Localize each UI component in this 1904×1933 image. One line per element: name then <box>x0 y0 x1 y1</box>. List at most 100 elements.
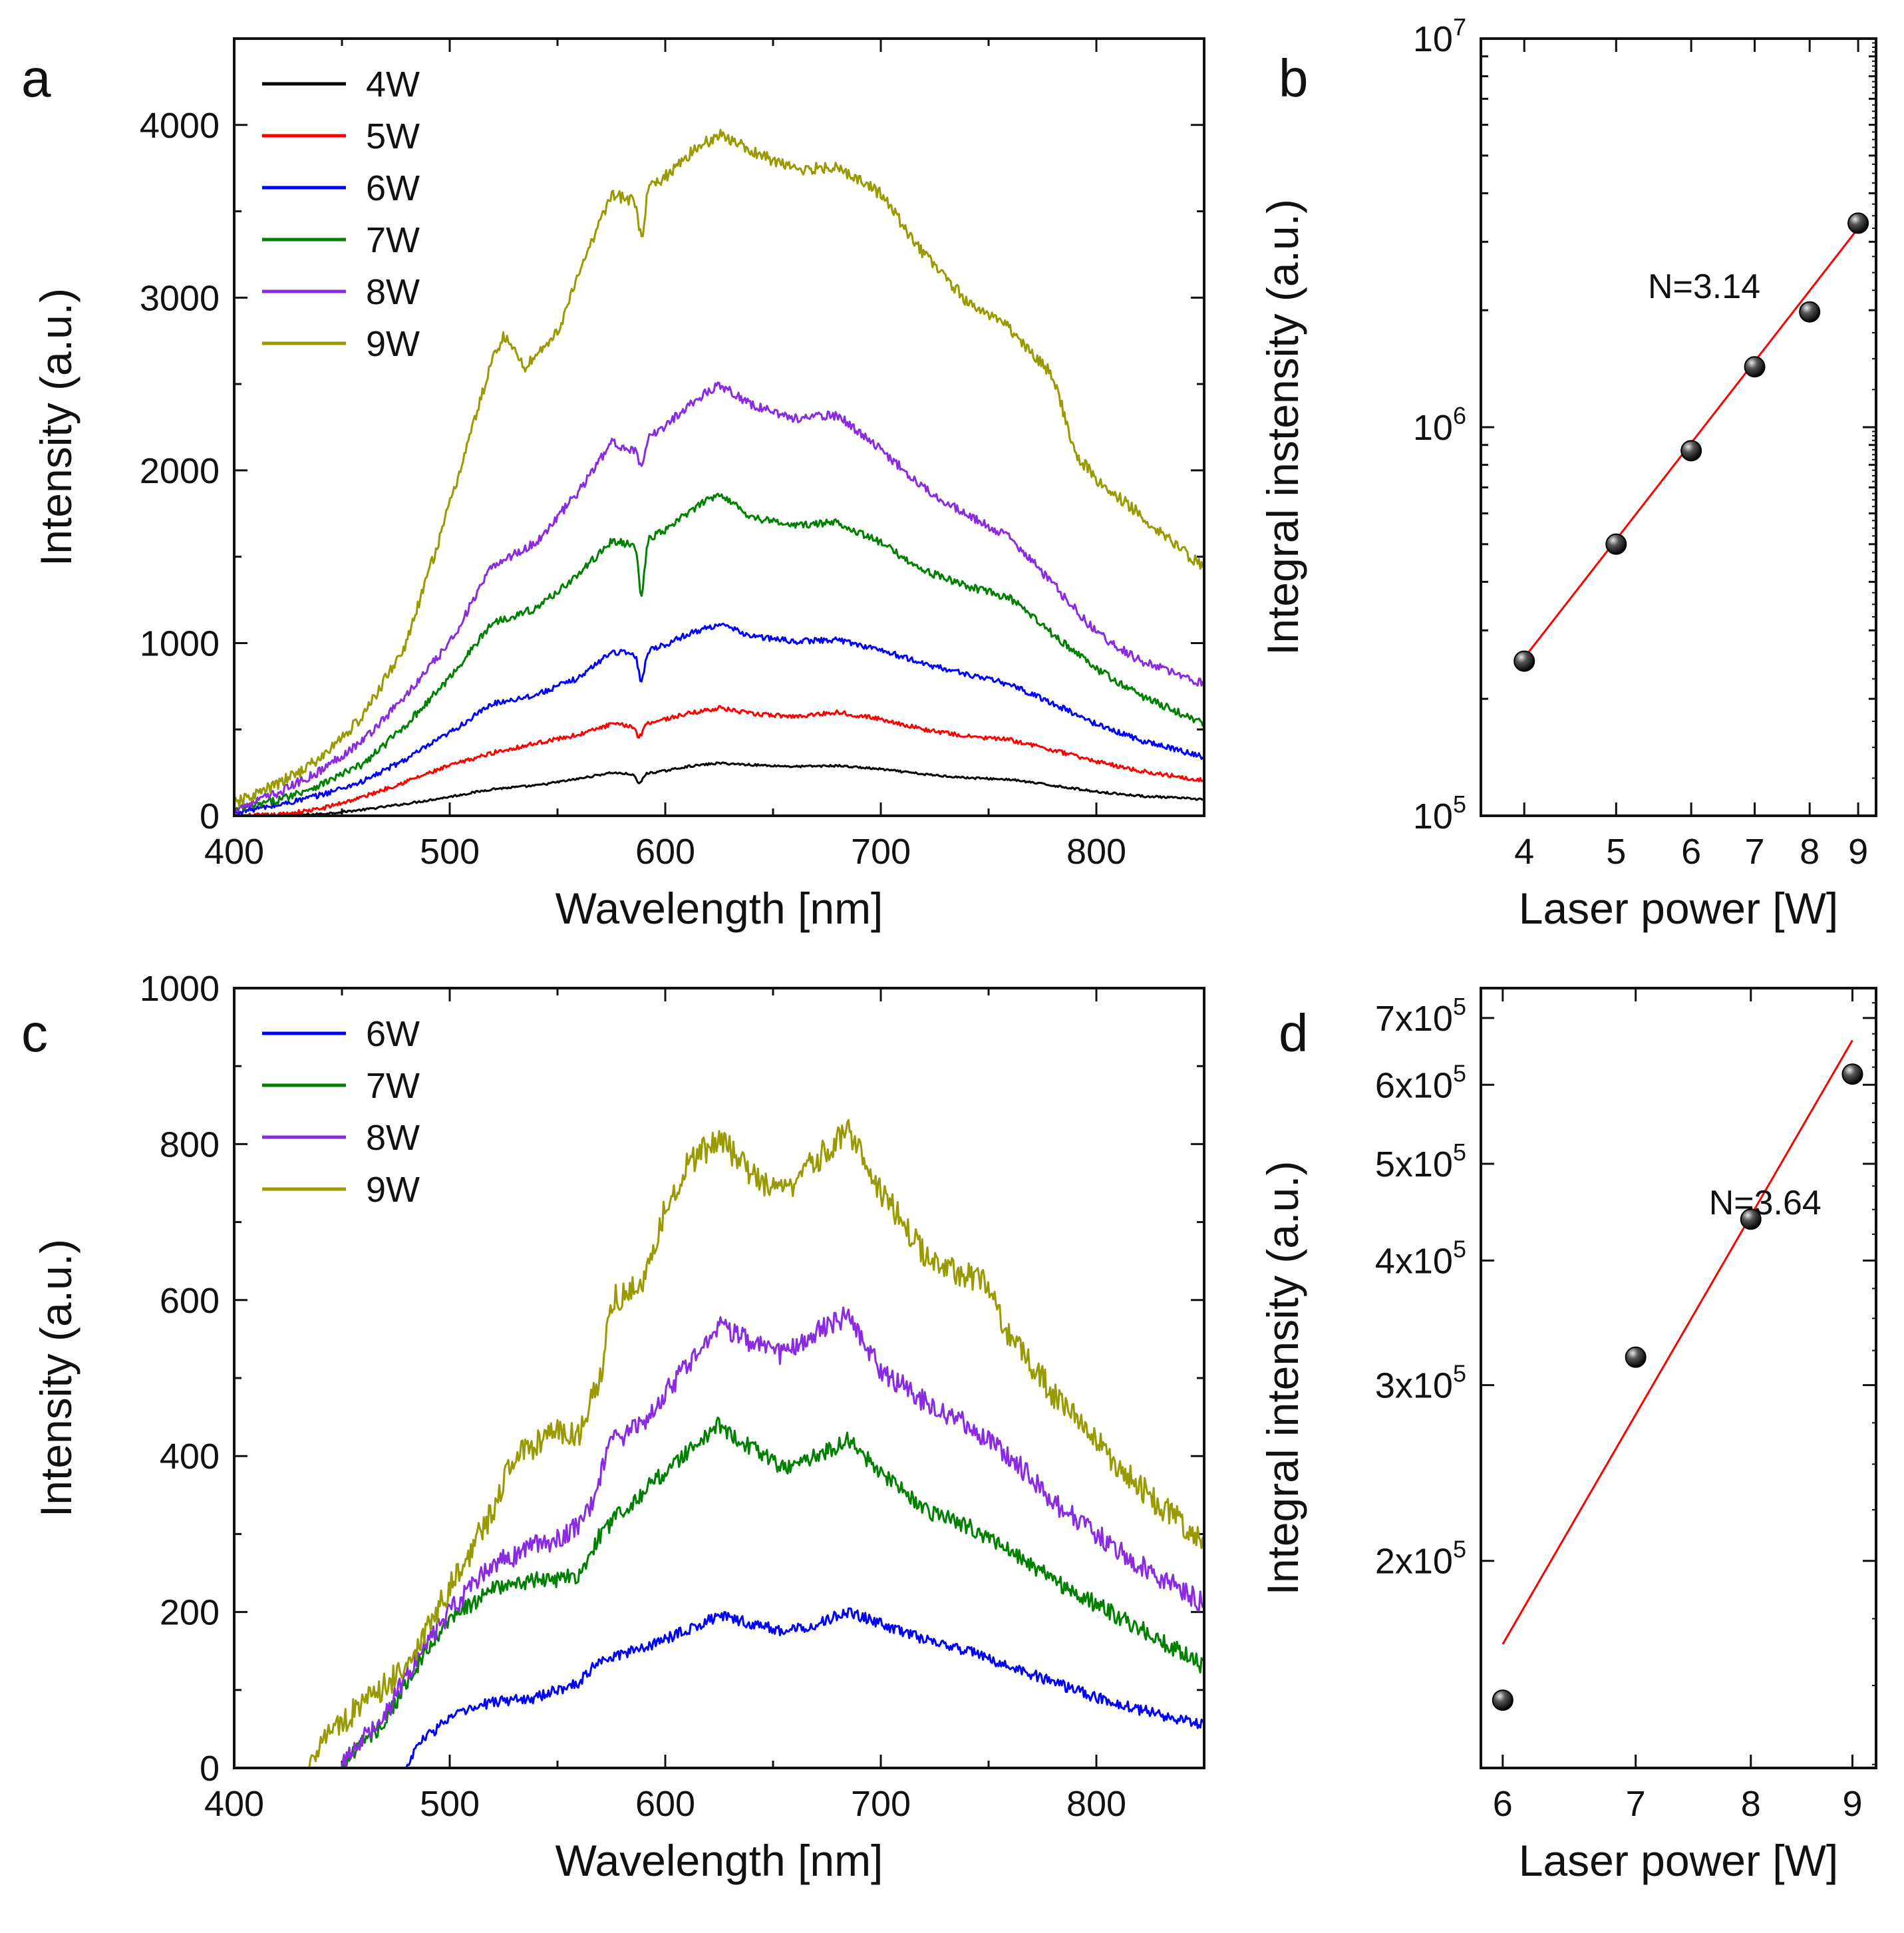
y-tick-label: 107 <box>1413 13 1466 59</box>
data-point <box>1847 212 1869 234</box>
y-tick-exponent: 7 <box>1453 13 1466 41</box>
x-tick-label: 800 <box>1066 1784 1126 1824</box>
panel-label-d: d <box>1279 1003 1309 1063</box>
data-point <box>1492 1689 1513 1711</box>
legend-label-4W: 4W <box>366 65 420 104</box>
panel-b-annotation: N=3.14 <box>1648 267 1760 306</box>
y-tick-label: 200 <box>160 1593 220 1633</box>
data-point <box>1799 301 1821 323</box>
data-point <box>1513 650 1535 672</box>
y-tick-label: 4x105 <box>1375 1235 1466 1281</box>
panel-c-ticks: 400 500 600 700 800 0 200 400 600 800 1000 <box>140 969 1205 1824</box>
panel-b-fit-and-points <box>1513 212 1869 672</box>
legend-label-7W: 7W <box>366 220 420 260</box>
y-tick-label: 1000 <box>140 969 220 1009</box>
y-tick-label: 600 <box>160 1281 220 1321</box>
y-tick-exponent: 5 <box>1453 791 1466 818</box>
panel-c-xlabel: Wavelength [nm] <box>555 1836 883 1885</box>
panel-c-curves <box>234 1119 1204 1769</box>
x-tick-label: 6 <box>1681 832 1701 872</box>
series-line-9W <box>233 128 1204 808</box>
panel-a-frame <box>233 37 1205 817</box>
legend-label-8W: 8W <box>366 272 420 312</box>
legend-label-8W: 8W <box>366 1118 420 1158</box>
panel-d-ylabel: Integral intensity (a.u.) <box>1258 1161 1307 1596</box>
y-tick-label: 400 <box>160 1437 220 1477</box>
y-tick-base: 10 <box>1413 796 1453 836</box>
panel-c-ylabel: Intensity (a.u.) <box>31 1239 80 1517</box>
panel-c-frame <box>233 987 1205 1769</box>
y-tick-exponent: 5 <box>1453 993 1466 1020</box>
x-tick-label: 4 <box>1514 832 1534 872</box>
y-tick-base: 3x10 <box>1375 1366 1453 1406</box>
data-point <box>1841 1063 1863 1085</box>
panel-d-annotation: N=3.64 <box>1709 1184 1822 1222</box>
panel-b-xlabel: Laser power [W] <box>1519 884 1839 933</box>
legend-label-9W: 9W <box>366 1170 420 1210</box>
x-tick-label: 400 <box>204 1784 264 1824</box>
legend-label-6W: 6W <box>366 168 420 208</box>
y-tick-label: 2x105 <box>1375 1536 1466 1582</box>
x-tick-label: 9 <box>1848 832 1868 872</box>
y-tick-label: 5x105 <box>1375 1139 1466 1184</box>
x-tick-label: 400 <box>204 832 264 872</box>
x-tick-label: 500 <box>420 832 480 872</box>
y-tick-label: 2000 <box>140 451 220 491</box>
panel-d-fit-and-points <box>1492 1039 1863 1711</box>
series-line-9W <box>234 1119 1204 1769</box>
panel-label-b: b <box>1279 49 1309 108</box>
panel-d-frame <box>1480 987 1877 1769</box>
y-tick-label: 0 <box>200 796 220 836</box>
series-line-4W <box>234 761 1204 817</box>
y-tick-base: 4x10 <box>1375 1241 1453 1281</box>
panel-a-ylabel: Intensity (a.u.) <box>31 288 80 566</box>
series-line-5W <box>234 705 1203 817</box>
series-line-8W <box>234 1306 1204 1769</box>
x-tick-label: 800 <box>1066 832 1126 872</box>
panel-label-a: a <box>21 49 51 108</box>
series-line-8W <box>233 381 1204 813</box>
x-tick-label: 9 <box>1842 1784 1862 1824</box>
y-tick-base: 7x10 <box>1375 999 1453 1039</box>
legend-label-7W: 7W <box>366 1066 420 1106</box>
y-tick-exponent: 5 <box>1453 1139 1466 1166</box>
y-tick-label: 3x105 <box>1375 1360 1466 1406</box>
legend-label-9W: 9W <box>366 324 420 364</box>
y-tick-label: 105 <box>1413 791 1466 836</box>
fit-line <box>1502 1039 1853 1645</box>
y-tick-exponent: 5 <box>1453 1360 1466 1387</box>
x-tick-label: 500 <box>420 1784 480 1824</box>
data-point <box>1744 356 1766 378</box>
y-tick-base: 10 <box>1413 408 1453 448</box>
x-tick-label: 600 <box>635 832 695 872</box>
x-tick-label: 6 <box>1493 1784 1513 1824</box>
panel-a-xlabel: Wavelength [nm] <box>555 884 883 933</box>
x-tick-label: 8 <box>1741 1784 1761 1824</box>
panel-a-curves <box>233 128 1204 817</box>
y-tick-base: 6x10 <box>1375 1065 1453 1105</box>
panel-a-legend: 4W 5W 6W 7W 8W 9W <box>262 65 420 364</box>
panel-d-xlabel: Laser power [W] <box>1519 1836 1839 1885</box>
y-tick-base: 10 <box>1413 19 1453 59</box>
panel-c-spectra: c 400 500 600 700 800 0 200 400 600 800 1000 6W 7W 8… <box>21 969 1205 1885</box>
y-tick-label: 6x105 <box>1375 1059 1466 1105</box>
panel-a-ticks: 400 500 600 700 800 0 1000 2000 3000 4000 <box>140 37 1205 872</box>
y-tick-base: 2x10 <box>1375 1542 1453 1582</box>
x-tick-label: 7 <box>1745 832 1765 872</box>
data-point <box>1605 533 1627 555</box>
y-tick-exponent: 5 <box>1453 1059 1466 1087</box>
panel-a-spectra: a 400 500 600 700 800 0 1000 2000 3000 4000 4W 5W 6… <box>21 37 1205 933</box>
legend-label-5W: 5W <box>366 116 420 156</box>
series-line-6W <box>234 622 1204 815</box>
data-point <box>1625 1346 1647 1368</box>
y-tick-base: 5x10 <box>1375 1144 1453 1184</box>
x-tick-label: 7 <box>1626 1784 1646 1824</box>
y-tick-label: 3000 <box>140 278 220 318</box>
panel-b-ylabel: Integral instensity (a.u.) <box>1258 199 1307 655</box>
data-point <box>1740 1208 1762 1230</box>
